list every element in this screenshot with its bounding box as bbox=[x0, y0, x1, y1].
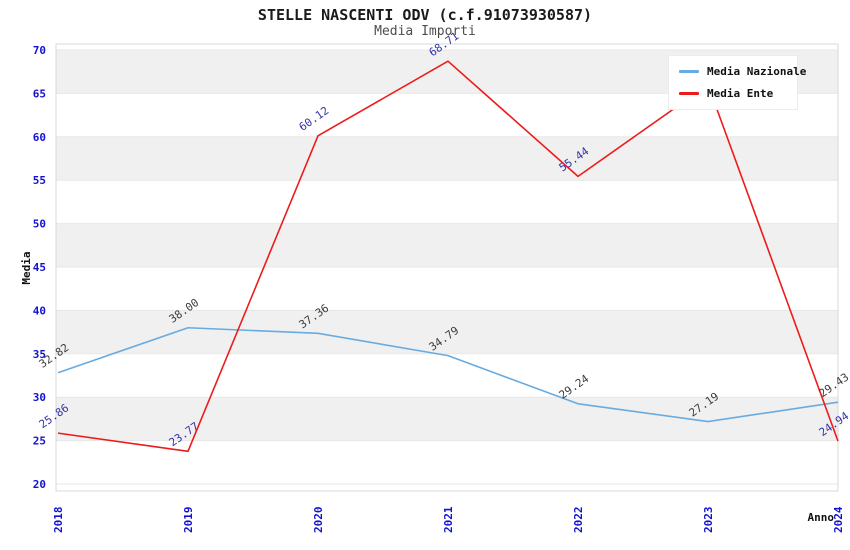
y-tick-label: 45 bbox=[33, 261, 46, 274]
grid-band bbox=[56, 136, 838, 181]
legend-label-ente: Media Ente bbox=[707, 87, 774, 100]
x-tick-label: 2022 bbox=[572, 507, 585, 534]
x-tick-label: 2020 bbox=[312, 507, 325, 534]
legend-label-nazionale: Media Nazionale bbox=[707, 65, 807, 78]
y-tick-label: 50 bbox=[33, 218, 46, 231]
chart-subtitle: Media Importi bbox=[374, 24, 476, 39]
y-tick-label: 40 bbox=[33, 304, 46, 317]
plot-border bbox=[55, 43, 839, 492]
legend-item-media-ente: Media Ente bbox=[679, 87, 787, 100]
x-tick-label: 2023 bbox=[702, 507, 715, 534]
y-tick-label: 25 bbox=[33, 435, 46, 448]
legend-swatch-nazionale-icon bbox=[679, 70, 699, 73]
x-tick-label: 2021 bbox=[442, 506, 455, 533]
grid-band bbox=[56, 310, 838, 354]
y-tick-label: 35 bbox=[33, 348, 46, 361]
y-tick-label: 30 bbox=[33, 391, 46, 404]
point-label: 32.82 bbox=[37, 341, 72, 371]
y-tick-label: 55 bbox=[33, 174, 46, 187]
grid-band bbox=[56, 223, 838, 267]
grid-band bbox=[56, 397, 838, 441]
y-tick-label: 60 bbox=[33, 131, 46, 144]
y-tick-label: 20 bbox=[33, 478, 46, 491]
point-label: 29.43 bbox=[817, 370, 850, 400]
y-tick-label: 65 bbox=[33, 87, 46, 100]
x-tick-label: 2018 bbox=[52, 507, 65, 534]
series-line-media-nazionale bbox=[57, 326, 839, 423]
legend-item-media-nazionale: Media Nazionale bbox=[679, 65, 806, 78]
y-axis-title: Media bbox=[20, 251, 33, 284]
x-tick-label: 2024 bbox=[832, 506, 845, 533]
y-tick-label: 70 bbox=[33, 44, 46, 57]
point-label: 60.12 bbox=[297, 104, 332, 134]
x-tick-label: 2019 bbox=[182, 507, 195, 534]
legend-swatch-ente-icon bbox=[679, 92, 699, 95]
chart-legend: Media Nazionale Media Ente bbox=[668, 55, 806, 110]
x-axis-title: Anno bbox=[808, 511, 835, 524]
chart-title: STELLE NASCENTI ODV (c.f.91073930587) bbox=[257, 6, 593, 24]
